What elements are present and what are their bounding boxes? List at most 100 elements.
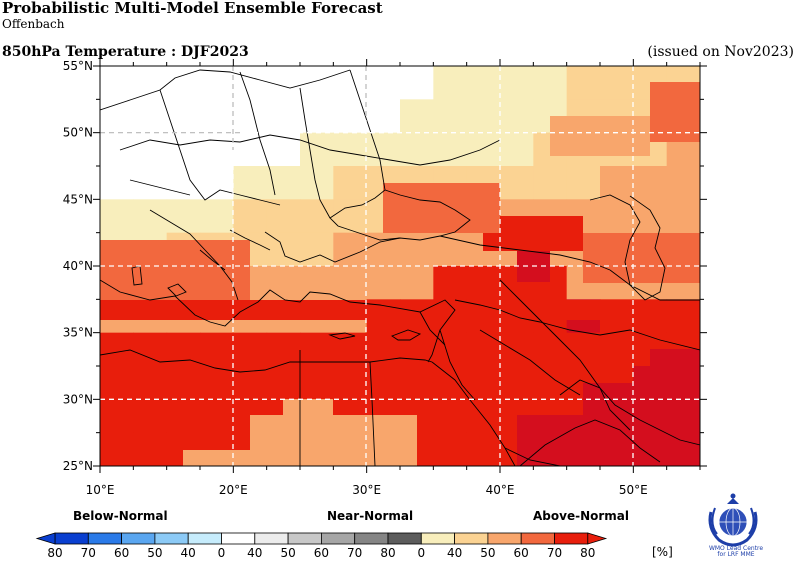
y-tick-label: 25°N <box>63 459 93 473</box>
probability-cell <box>466 399 501 434</box>
probability-cell <box>466 132 501 167</box>
legend-label: 70 <box>81 546 96 560</box>
legend-label: 80 <box>380 546 395 560</box>
probability-cell <box>466 99 501 134</box>
probability-cell <box>366 232 401 267</box>
probability-cell <box>400 66 434 100</box>
probability-cell <box>266 332 301 367</box>
coastlines-borders <box>100 69 700 466</box>
probability-cell <box>433 66 468 100</box>
axis-ticks <box>93 59 707 473</box>
probability-cell <box>300 66 334 100</box>
probability-cell <box>133 432 168 466</box>
probability-cell <box>300 99 334 134</box>
probability-cell <box>133 99 168 134</box>
probability-cell <box>300 199 334 234</box>
legend-label: 60 <box>514 546 529 560</box>
probability-cell <box>333 199 368 234</box>
probability-cell <box>100 66 134 100</box>
probability-cell <box>333 366 368 400</box>
probability-cell <box>266 199 301 234</box>
probability-cell <box>166 199 201 234</box>
probability-cell <box>500 332 534 367</box>
probability-cell <box>233 66 268 100</box>
probability-cell <box>283 399 333 419</box>
probability-cell <box>666 199 700 234</box>
wmo-logo: WMO Lead Centre for LRF MME <box>700 492 800 560</box>
probability-cell <box>100 166 134 200</box>
probability-cell <box>583 233 700 283</box>
probability-cell <box>300 166 334 200</box>
probability-cell <box>583 383 700 466</box>
probability-cell <box>366 132 401 167</box>
legend-label: 60 <box>314 546 329 560</box>
probability-cell <box>300 232 334 267</box>
probability-cell <box>133 199 168 234</box>
probability-cell <box>633 166 668 200</box>
probability-cell <box>600 66 634 100</box>
legend-label: 0 <box>417 546 425 560</box>
legend-below-normal: Below-Normal <box>73 509 168 523</box>
axis-tick-labels: 10°E 20°E 30°E 40°E 50°E 25°N 30°N 35°N 40°N 45°N… <box>63 59 648 497</box>
probability-cell <box>333 166 368 200</box>
probability-cell <box>266 232 301 267</box>
probability-cell <box>266 166 301 200</box>
variable-season-title: 850hPa Temperature : DJF2023 <box>2 44 249 60</box>
x-tick-label: 10°E <box>86 483 115 497</box>
probability-cell <box>100 399 134 434</box>
legend-swatch <box>420 532 455 545</box>
probability-cell <box>266 266 301 300</box>
legend-swatch <box>187 532 222 545</box>
legend-unit: [%] <box>652 545 673 559</box>
probability-cell <box>433 132 468 167</box>
legend-swatch <box>54 532 89 545</box>
probability-cell <box>600 199 634 234</box>
legend-label: 60 <box>114 546 129 560</box>
legend-swatch <box>387 532 422 545</box>
probability-cell <box>200 132 234 167</box>
probability-cell <box>433 99 468 134</box>
wmo-emblem-icon <box>708 493 758 547</box>
probability-cell <box>200 166 234 200</box>
probability-cell <box>200 199 234 234</box>
probability-cell <box>100 132 134 167</box>
probability-cell <box>466 266 501 300</box>
probability-cell <box>300 266 334 300</box>
probability-cell <box>233 99 268 134</box>
probability-cell <box>550 116 650 156</box>
legend-swatch <box>454 532 489 545</box>
x-tick-label: 50°E <box>619 483 648 497</box>
probability-cell <box>200 332 234 367</box>
probability-cell <box>200 366 234 400</box>
legend-swatch <box>554 532 589 545</box>
probability-cell <box>633 199 668 234</box>
legend-label: 40 <box>447 546 462 560</box>
probability-cell <box>200 399 234 434</box>
lat-lon-grid <box>100 66 700 466</box>
legend-label: 80 <box>580 546 595 560</box>
probability-cell <box>333 99 368 134</box>
probability-cell <box>433 399 468 434</box>
probability-cell <box>600 166 634 200</box>
legend-label: 50 <box>480 546 495 560</box>
main-title: Probabilistic Multi-Model Ensemble Forec… <box>2 0 383 17</box>
probability-cell <box>466 366 501 400</box>
probability-cell <box>100 366 134 400</box>
legend-swatch <box>221 532 256 545</box>
probability-cell <box>166 399 201 434</box>
probability-cell <box>666 166 700 200</box>
legend-swatch <box>520 532 555 545</box>
probability-cell <box>133 332 168 367</box>
probability-cell <box>400 99 434 134</box>
legend-label: 70 <box>347 546 362 560</box>
probability-cell <box>400 232 434 267</box>
y-tick-label: 45°N <box>63 192 93 206</box>
probability-cell <box>133 132 168 167</box>
probability-cell <box>300 366 334 400</box>
x-tick-label: 30°E <box>352 483 381 497</box>
y-tick-label: 55°N <box>63 59 93 73</box>
probability-cell <box>333 266 368 300</box>
probability-cells <box>100 66 700 466</box>
probability-cell <box>566 66 601 100</box>
legend-label: 70 <box>547 546 562 560</box>
